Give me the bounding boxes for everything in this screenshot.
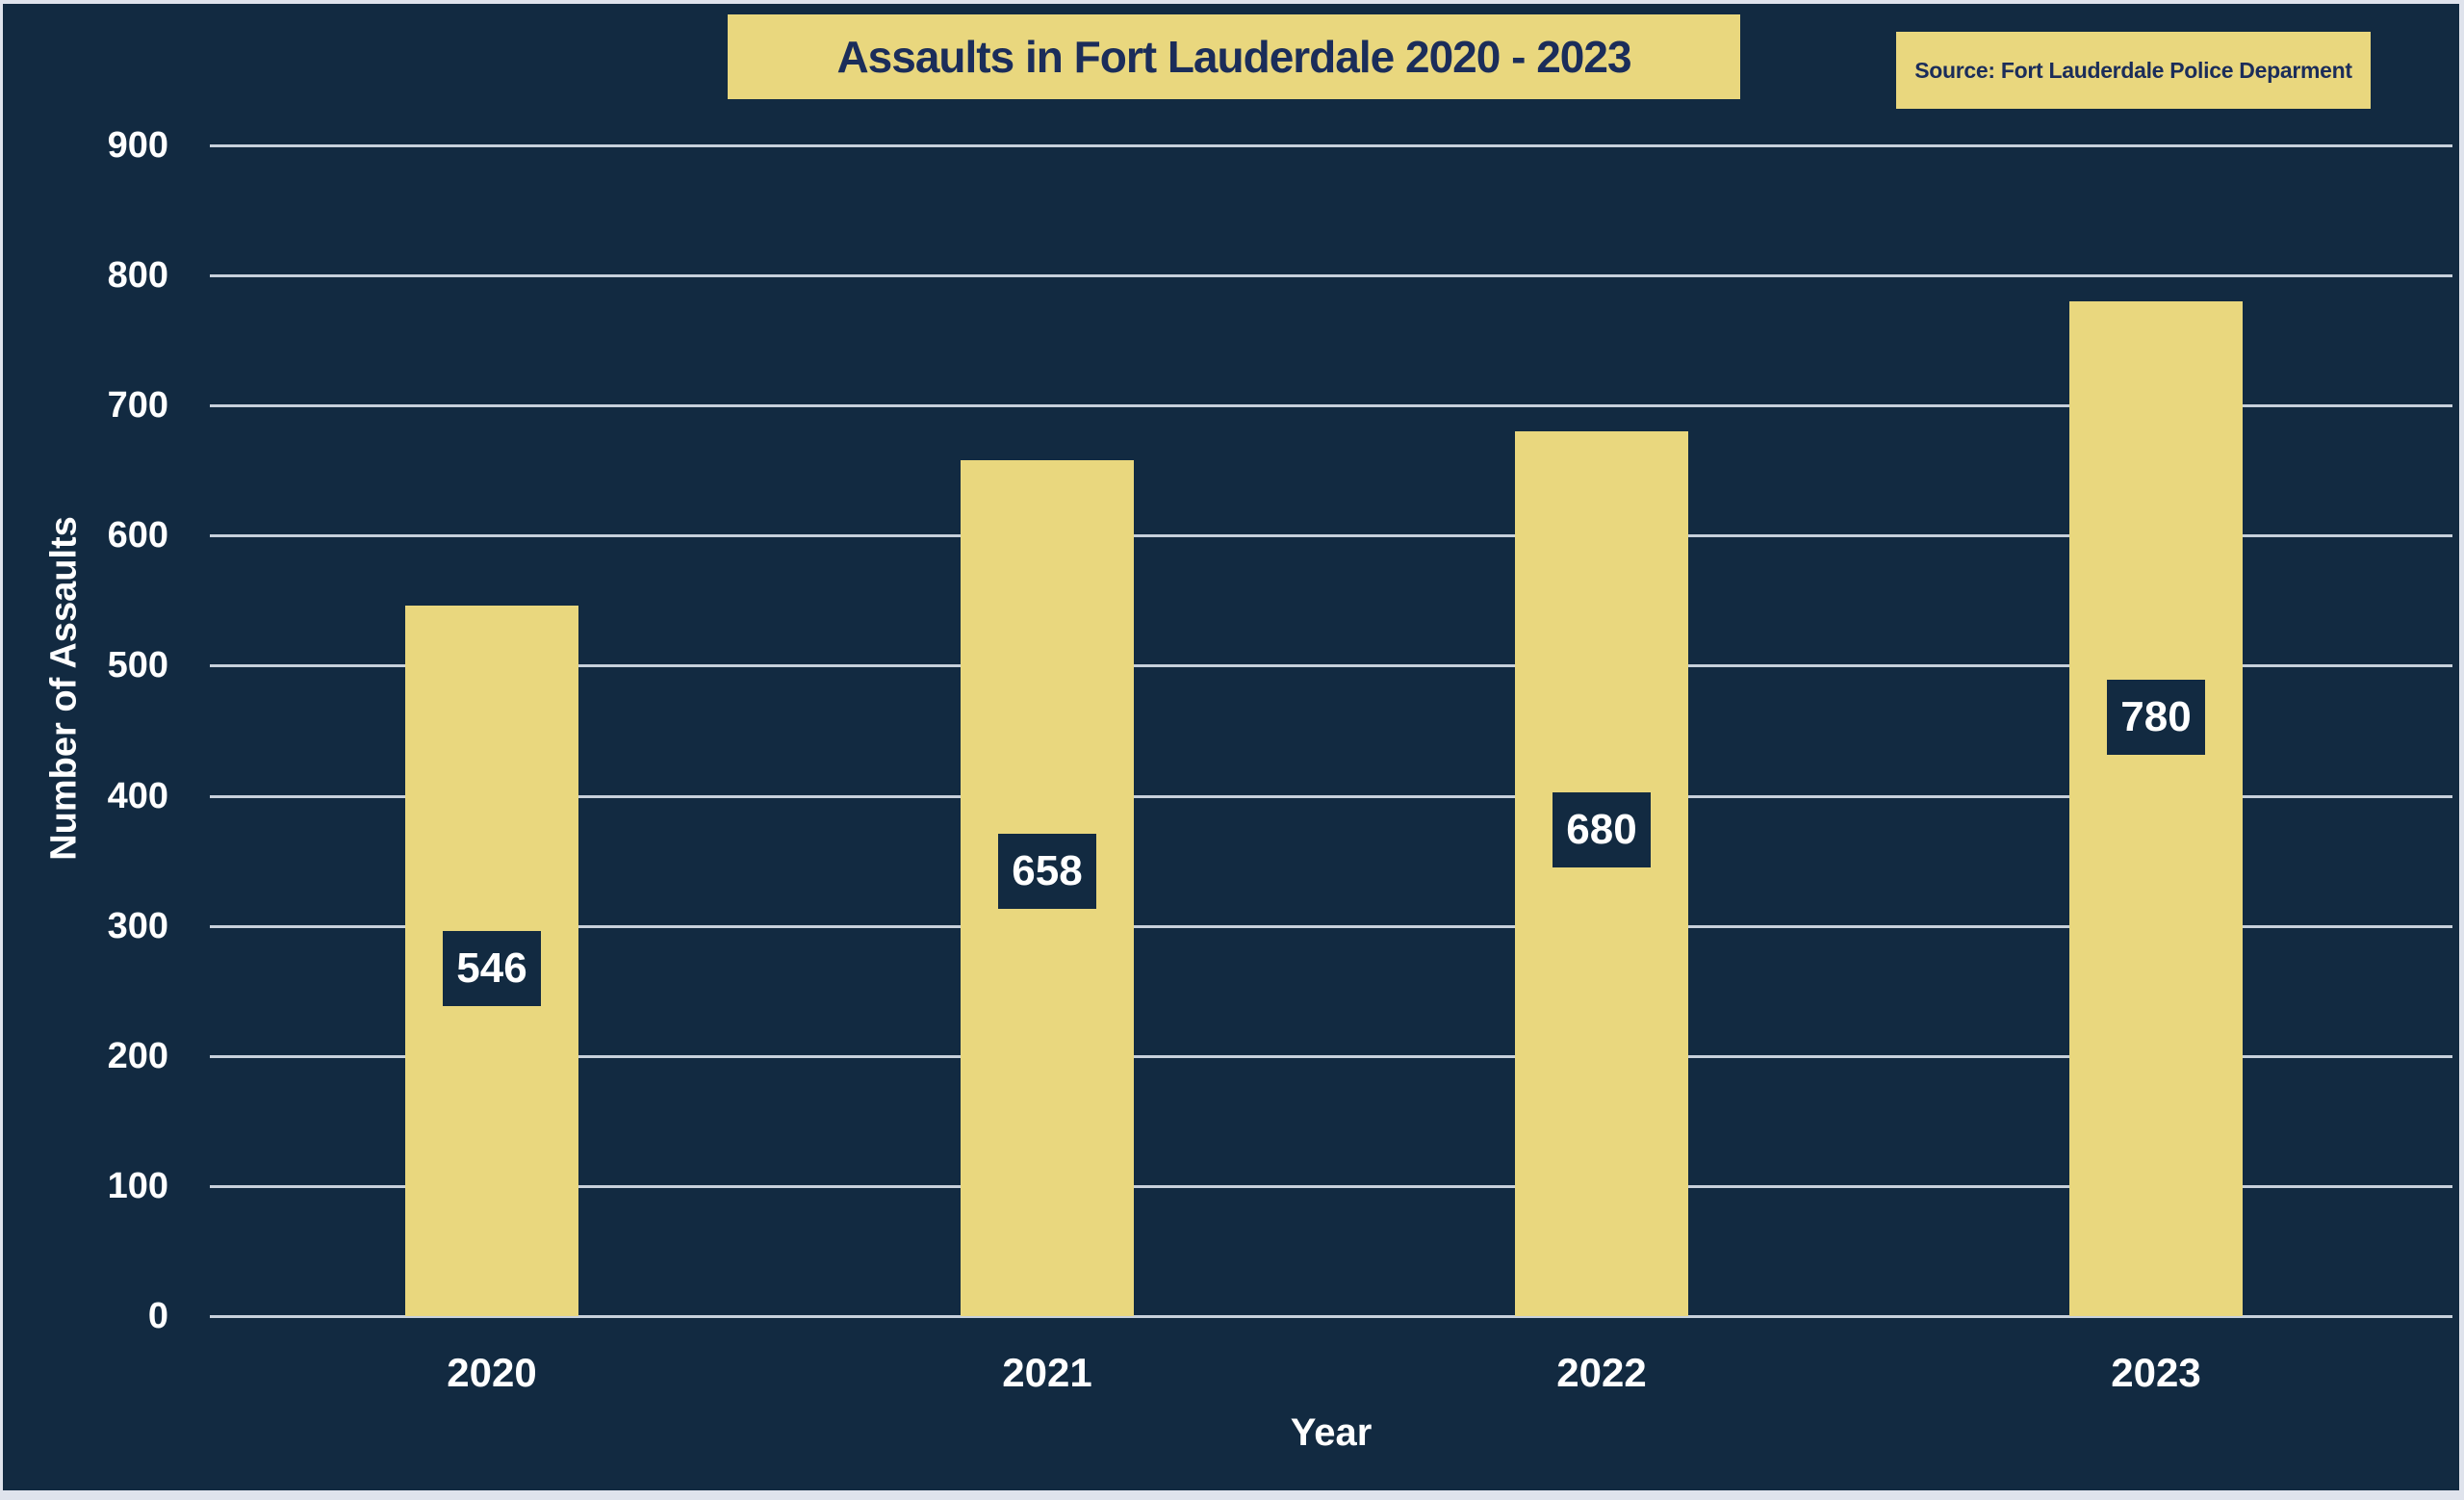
y-tick-label-200: 200 [107,1035,168,1076]
x-tick-label-2023: 2023 [2111,1350,2201,1395]
gridline-y-0 [210,1315,2452,1318]
gridline-y-900 [210,144,2452,147]
y-tick-label-700: 700 [107,385,168,427]
bar-value-label: 546 [456,944,527,992]
gridline-y-100 [210,1184,2452,1188]
bar-value-label: 658 [1012,846,1083,894]
y-tick-label-800: 800 [107,255,168,297]
y-axis-title: Number of Assaults [43,516,85,861]
source-note: Source: Fort Lauderdale Police Deparment [1914,57,2352,83]
gridline-y-700 [210,404,2452,408]
y-tick-label-500: 500 [107,645,168,686]
gridline-y-400 [210,794,2452,798]
y-tick-label-0: 0 [147,1296,168,1336]
bar-2022 [1515,431,1688,1316]
bar-2023 [2069,301,2243,1316]
bar-value-box-2020: 546 [443,930,541,1006]
x-tick-label-2020: 2020 [447,1350,537,1395]
bar-value-label: 780 [2120,693,2192,741]
bar-value-label: 680 [1566,805,1637,853]
chart-title-box: Assaults in Fort Lauderdale 2020 - 2023 [728,14,1740,99]
bar-value-box-2022: 680 [1553,791,1651,867]
y-tick-label-600: 600 [107,515,168,556]
x-axis-title: Year [1290,1411,1373,1454]
source-note-box: Source: Fort Lauderdale Police Deparment [1896,32,2371,109]
y-tick-label-100: 100 [107,1165,168,1206]
bar-value-box-2023: 780 [2107,680,2205,756]
gridline-y-500 [210,664,2452,668]
y-tick-label-400: 400 [107,775,168,816]
gridline-y-300 [210,924,2452,928]
gridline-y-800 [210,274,2452,278]
x-tick-label-2021: 2021 [1002,1350,1092,1395]
chart-title: Assaults in Fort Lauderdale 2020 - 2023 [836,32,1631,82]
gridline-y-600 [210,534,2452,538]
y-tick-label-900: 900 [107,125,168,166]
bar-value-box-2021: 658 [998,833,1096,909]
chart-canvas: Assaults in Fort Lauderdale 2020 - 2023 … [3,4,2459,1490]
gridline-y-200 [210,1054,2452,1058]
y-tick-label-300: 300 [107,905,168,946]
x-tick-label-2022: 2022 [1556,1350,1647,1395]
